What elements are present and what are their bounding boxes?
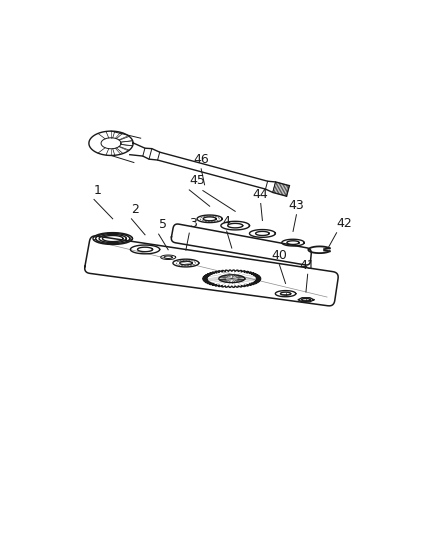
Text: 4: 4 [222, 215, 230, 228]
Text: 43: 43 [288, 199, 304, 212]
Text: 2: 2 [131, 203, 139, 216]
Text: 45: 45 [189, 174, 205, 187]
Text: 42: 42 [336, 217, 352, 230]
Text: 41: 41 [299, 259, 315, 271]
Text: 46: 46 [193, 153, 208, 166]
Text: 40: 40 [271, 249, 287, 262]
Text: 44: 44 [252, 188, 268, 201]
Text: 5: 5 [158, 219, 166, 231]
Text: 3: 3 [189, 217, 197, 230]
Text: 1: 1 [94, 184, 102, 197]
